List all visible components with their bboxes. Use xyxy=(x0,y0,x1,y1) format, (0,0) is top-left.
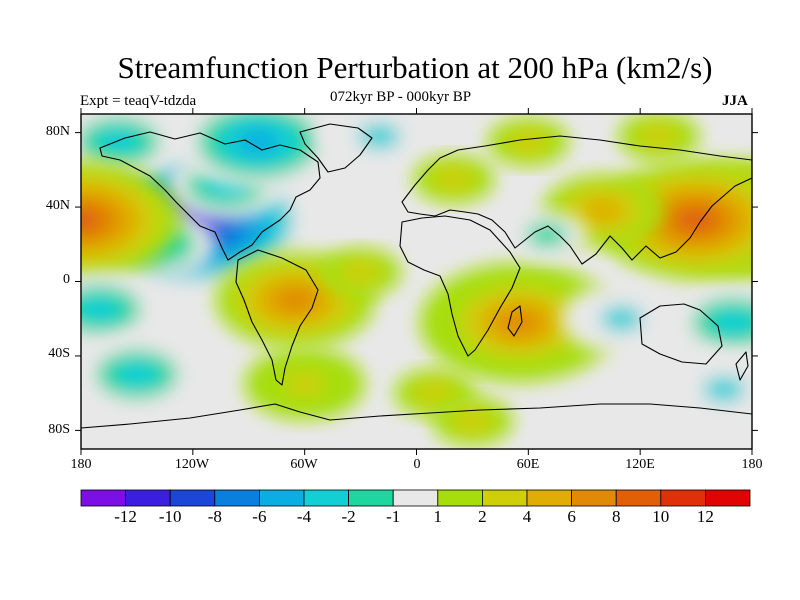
north-america-coastline xyxy=(99,131,321,261)
contour-level xyxy=(283,371,326,397)
field-anomaly xyxy=(178,114,338,190)
contour-level xyxy=(81,207,102,233)
lon-tick-label: 0 xyxy=(413,457,421,472)
greenland-coastline xyxy=(299,123,373,173)
field-anomaly xyxy=(542,174,663,247)
lon-tick-label: 180 xyxy=(70,457,92,472)
colorbar-swatch xyxy=(348,489,394,507)
contour-level xyxy=(339,259,382,285)
streamfunction-field xyxy=(81,114,752,446)
season-label: JJA xyxy=(722,93,748,109)
field-anomaly xyxy=(319,114,440,173)
field-anomaly xyxy=(81,114,179,178)
colorbar-swatch xyxy=(571,489,617,507)
contour-level xyxy=(581,198,624,224)
field-anomaly xyxy=(244,347,365,420)
field-anomaly xyxy=(506,210,588,260)
field-anomaly xyxy=(618,114,700,161)
colorbar-label: -6 xyxy=(252,507,267,526)
experiment-label: Expt = teaqV-tdzda xyxy=(80,93,197,109)
colorbar-label: 6 xyxy=(567,507,576,526)
antarctica-coastline xyxy=(81,403,752,429)
lon-tick-label: 120E xyxy=(625,457,655,472)
contour-level xyxy=(451,408,494,434)
contour-level xyxy=(498,309,541,336)
colorbar-label: 1 xyxy=(433,507,443,526)
colorbar-label: -4 xyxy=(296,507,312,526)
contour-level xyxy=(703,376,746,403)
contour-level xyxy=(600,306,643,332)
colorbar-swatch xyxy=(481,489,528,507)
contour-level xyxy=(81,296,121,323)
lat-tick-label: 40S xyxy=(48,346,70,361)
colorbar-label: 8 xyxy=(611,507,621,526)
colorbar-swatch xyxy=(303,489,349,507)
figure-title: Streamfunction Perturbation at 200 hPa (… xyxy=(117,50,713,85)
axis-tick-marks xyxy=(75,108,758,455)
field-anomaly xyxy=(664,353,752,426)
lat-tick-label: 0 xyxy=(63,272,70,287)
lon-tick-label: 120W xyxy=(174,457,210,472)
contour-level xyxy=(637,123,680,149)
new-zealand-coastline xyxy=(735,351,749,381)
contour-level xyxy=(358,123,401,149)
eurasia-coastline xyxy=(401,135,752,265)
colorbar-swatch xyxy=(125,489,171,507)
colorbar-swatch xyxy=(615,489,662,507)
colorbar-label: -12 xyxy=(114,507,137,526)
colorbar-label: -1 xyxy=(386,507,401,526)
field-anomaly xyxy=(81,273,160,346)
lat-tick-label: 80S xyxy=(48,422,70,437)
colorbar-label: 12 xyxy=(696,507,714,526)
contour-level xyxy=(432,166,475,192)
colorbar-swatch xyxy=(169,489,216,507)
field-anomaly xyxy=(431,396,513,446)
colorbar-swatch xyxy=(392,489,439,507)
field-anomaly xyxy=(673,286,752,359)
colorbar xyxy=(80,489,751,507)
colorbar-label: 10 xyxy=(652,507,670,526)
field-anomaly xyxy=(81,160,180,280)
period-label: 072kyr BP - 000kyr BP xyxy=(330,89,472,105)
south-america-coastline xyxy=(235,249,319,386)
field-anomaly xyxy=(487,117,569,167)
colorbar-swatch xyxy=(437,489,483,507)
contour-level xyxy=(525,222,568,248)
colorbar-swatch xyxy=(705,489,751,507)
contour-level xyxy=(115,361,158,388)
field-anomaly xyxy=(420,263,619,382)
colorbar-swatch xyxy=(80,489,126,507)
continent-outlines xyxy=(81,123,752,429)
lon-tick-label: 60E xyxy=(516,457,540,472)
lat-tick-label: 40N xyxy=(45,198,70,213)
colorbar-label: 4 xyxy=(522,507,532,526)
contour-level xyxy=(507,129,550,155)
map-plot-area xyxy=(80,113,753,450)
colorbar-label: -2 xyxy=(341,507,356,526)
contour-level xyxy=(274,287,317,313)
africa-coastline xyxy=(399,215,521,357)
colorbar-label: -8 xyxy=(207,507,222,526)
colorbar-label: 2 xyxy=(478,507,487,526)
field-anomaly xyxy=(320,247,402,297)
australia-coastline xyxy=(639,303,723,365)
madagascar-coastline xyxy=(507,305,523,337)
lon-tick-label: 180 xyxy=(741,457,763,472)
lat-tick-label: 80N xyxy=(45,124,70,139)
colorbar-swatch xyxy=(258,489,305,507)
contour-level xyxy=(712,309,752,336)
lon-tick-label: 60W xyxy=(290,457,318,472)
field-anomaly xyxy=(413,154,495,204)
contour-level xyxy=(97,129,140,155)
contour-level xyxy=(237,129,280,155)
colorbar-swatch xyxy=(660,489,706,507)
colorbar-swatch xyxy=(526,489,572,507)
contour-level xyxy=(414,380,457,406)
field-anomaly xyxy=(81,338,197,411)
colorbar-swatch xyxy=(214,489,260,507)
field-anomaly xyxy=(561,282,682,355)
colorbar-label: -10 xyxy=(158,507,182,526)
